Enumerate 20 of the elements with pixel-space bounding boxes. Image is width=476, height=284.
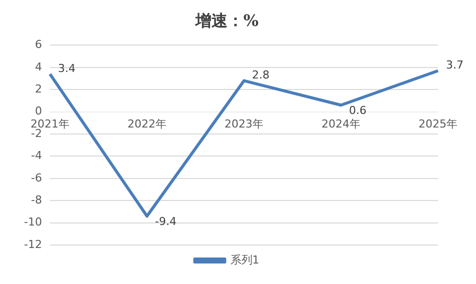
legend-label: 系列1 — [230, 253, 260, 266]
x-tick-label: 2023年 — [224, 117, 264, 130]
chart-title: 增速：% — [194, 10, 259, 30]
x-tick-label: 2024年 — [321, 117, 360, 130]
data-label: 3.7 — [446, 58, 464, 72]
data-label: 3.4 — [58, 62, 76, 75]
y-tick-label: 2 — [34, 82, 42, 96]
y-tick-label: 6 — [34, 38, 42, 52]
data-label: -9.4 — [154, 215, 176, 228]
y-tick-label: -4 — [31, 149, 42, 162]
y-tick-label: 4 — [34, 60, 42, 74]
y-tick-label: -6 — [31, 171, 42, 184]
y-tick-label: -8 — [31, 193, 42, 206]
x-tick-label: 2022年 — [127, 117, 166, 130]
data-label: 0.6 — [348, 104, 366, 117]
x-tick-label: 2025年 — [418, 117, 458, 130]
y-tick-label: -12 — [24, 238, 42, 251]
y-tick-label: 0 — [34, 104, 42, 118]
data-label: 2.8 — [252, 68, 270, 82]
y-tick-label: -10 — [24, 216, 42, 229]
